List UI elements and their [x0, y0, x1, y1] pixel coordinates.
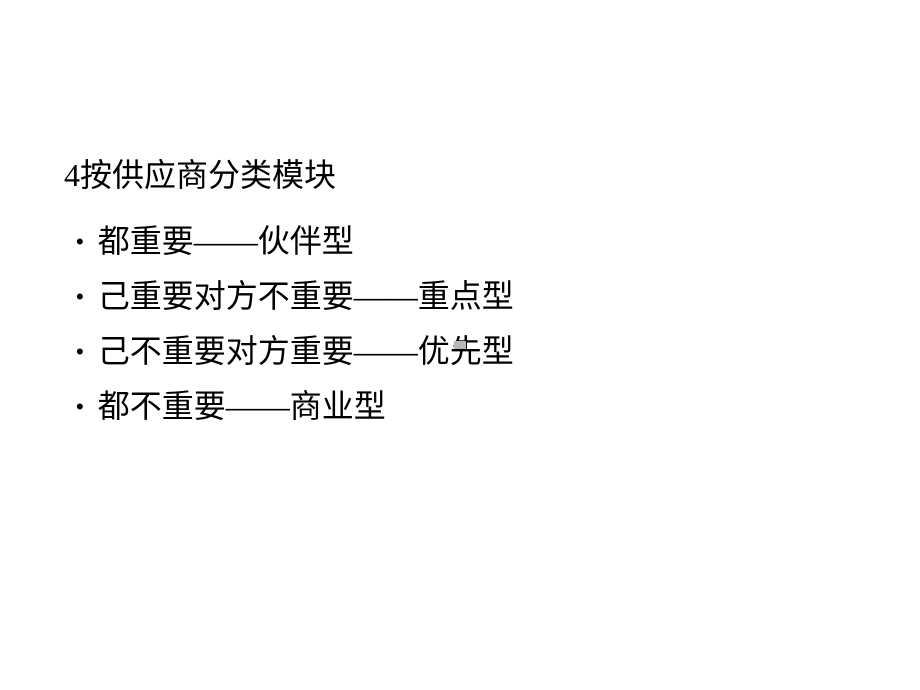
- bullet-marker-icon: •: [76, 223, 84, 261]
- bullet-text: 都重要——伙伴型: [98, 214, 354, 269]
- bullet-marker-icon: •: [76, 388, 84, 426]
- center-cursor-icon: [454, 341, 466, 349]
- slide-container: 4按供应商分类模块 • 都重要——伙伴型 • 己重要对方不重要——重点型 • 己…: [0, 0, 920, 434]
- list-item: • 都重要——伙伴型: [76, 214, 920, 269]
- bullet-text: 己不重要对方重要——优先型: [98, 324, 514, 379]
- list-item: • 己重要对方不重要——重点型: [76, 269, 920, 324]
- bullet-text: 都不重要——商业型: [98, 379, 386, 434]
- slide-title: 4按供应商分类模块: [64, 150, 920, 196]
- bullet-list: • 都重要——伙伴型 • 己重要对方不重要——重点型 • 己不重要对方重要——优…: [64, 214, 920, 434]
- list-item: • 己不重要对方重要——优先型: [76, 324, 920, 379]
- list-item: • 都不重要——商业型: [76, 379, 920, 434]
- bullet-marker-icon: •: [76, 278, 84, 316]
- bullet-text: 己重要对方不重要——重点型: [98, 269, 514, 324]
- bullet-marker-icon: •: [76, 333, 84, 371]
